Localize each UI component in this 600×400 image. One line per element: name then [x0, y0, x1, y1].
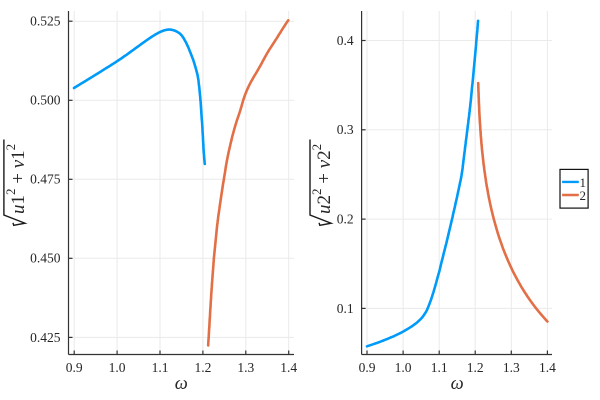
svg-text:ω: ω [175, 374, 188, 394]
svg-text:u12 + v12: u12 + v12 [3, 144, 29, 214]
svg-text:1.1: 1.1 [431, 360, 448, 375]
svg-text:0.1: 0.1 [337, 301, 354, 316]
svg-text:1.0: 1.0 [109, 360, 126, 375]
svg-text:0.500: 0.500 [30, 93, 61, 108]
svg-text:0.475: 0.475 [30, 172, 61, 187]
svg-text:ω: ω [451, 374, 464, 394]
svg-text:1.3: 1.3 [503, 360, 520, 375]
svg-text:0.425: 0.425 [30, 330, 61, 345]
svg-text:0.9: 0.9 [66, 360, 83, 375]
svg-text:1: 1 [580, 175, 587, 190]
svg-text:1.0: 1.0 [395, 360, 412, 375]
svg-text:u22 + v22: u22 + v22 [309, 144, 335, 214]
svg-text:0.3: 0.3 [337, 122, 354, 137]
svg-text:1.2: 1.2 [194, 360, 211, 375]
svg-text:1.3: 1.3 [237, 360, 254, 375]
svg-text:1.4: 1.4 [539, 360, 556, 375]
svg-text:0.450: 0.450 [30, 251, 61, 266]
svg-text:0.525: 0.525 [30, 14, 61, 29]
svg-text:0.9: 0.9 [359, 360, 376, 375]
svg-text:1.1: 1.1 [152, 360, 169, 375]
svg-text:2: 2 [580, 188, 587, 203]
svg-text:1.4: 1.4 [280, 360, 297, 375]
svg-text:0.4: 0.4 [337, 33, 354, 48]
svg-text:1.2: 1.2 [467, 360, 484, 375]
svg-text:0.2: 0.2 [337, 212, 354, 227]
